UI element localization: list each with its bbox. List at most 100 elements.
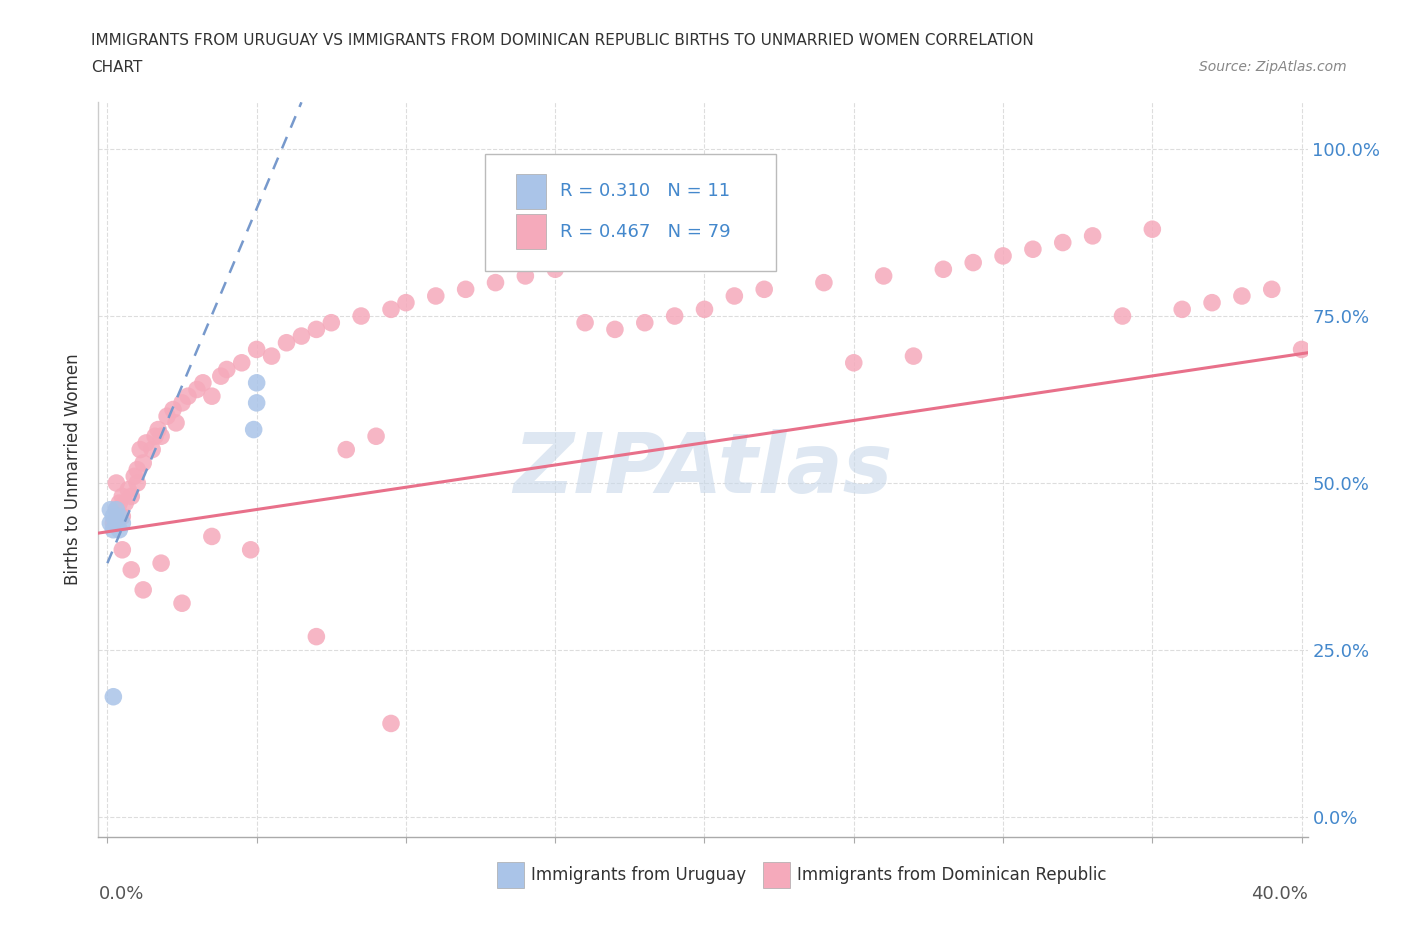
Point <box>103 689 125 704</box>
Text: ZIPAtlas: ZIPAtlas <box>513 429 893 511</box>
Point <box>117 483 139 498</box>
Point <box>111 509 134 524</box>
Point <box>305 630 328 644</box>
Bar <box>763 862 790 888</box>
Point <box>141 442 163 457</box>
Point <box>135 435 157 450</box>
Point <box>515 269 537 284</box>
Point <box>693 302 716 317</box>
Point <box>108 523 131 538</box>
Point <box>544 262 567 277</box>
Point <box>962 255 984 270</box>
Point <box>215 362 238 377</box>
Point <box>380 302 402 317</box>
Point <box>1291 342 1313 357</box>
Point <box>1022 242 1045 257</box>
Point <box>120 563 142 578</box>
Point <box>321 315 343 330</box>
Point <box>903 349 925 364</box>
Bar <box>498 862 524 888</box>
Point <box>111 542 134 557</box>
Point <box>242 422 264 437</box>
Text: IMMIGRANTS FROM URUGUAY VS IMMIGRANTS FROM DOMINICAN REPUBLIC BIRTHS TO UNMARRIE: IMMIGRANTS FROM URUGUAY VS IMMIGRANTS FR… <box>91 33 1035 47</box>
Point <box>932 262 955 277</box>
Point <box>723 288 745 303</box>
Bar <box>516 214 546 249</box>
Point <box>146 422 169 437</box>
Point <box>484 275 506 290</box>
Point <box>111 489 134 504</box>
Point <box>209 368 232 383</box>
Point <box>103 509 125 524</box>
Point <box>98 502 121 517</box>
Point <box>191 376 214 391</box>
Point <box>103 523 125 538</box>
Point <box>162 402 184 417</box>
Point <box>1230 288 1253 303</box>
Point <box>276 336 298 351</box>
Point <box>380 716 402 731</box>
Point <box>574 315 596 330</box>
Point <box>603 322 626 337</box>
Point <box>177 389 200 404</box>
Point <box>454 282 477 297</box>
Point <box>132 582 155 597</box>
Point <box>170 596 193 611</box>
Text: 40.0%: 40.0% <box>1251 884 1308 903</box>
Point <box>1111 309 1133 324</box>
FancyBboxPatch shape <box>485 153 776 272</box>
Point <box>127 475 149 490</box>
Point <box>364 429 387 444</box>
Point <box>239 542 262 557</box>
Point <box>122 469 145 484</box>
Point <box>111 515 134 530</box>
Point <box>335 442 357 457</box>
Point <box>246 395 269 410</box>
Point <box>156 409 179 424</box>
Bar <box>516 174 546 209</box>
Point <box>201 389 224 404</box>
Point <box>246 376 269 391</box>
Point <box>105 502 128 517</box>
Point <box>103 515 125 530</box>
Point <box>813 275 835 290</box>
Point <box>754 282 776 297</box>
Point <box>664 309 686 324</box>
Point <box>186 382 208 397</box>
Point <box>1081 229 1104 244</box>
Point <box>1142 221 1164 236</box>
Point <box>634 315 657 330</box>
Text: Source: ZipAtlas.com: Source: ZipAtlas.com <box>1199 60 1347 74</box>
Point <box>165 416 187 431</box>
Point <box>305 322 328 337</box>
Point <box>150 556 173 571</box>
Text: 0.0%: 0.0% <box>98 884 143 903</box>
Point <box>395 295 418 310</box>
Point <box>114 496 136 511</box>
Point <box>105 475 128 490</box>
Point <box>105 502 128 517</box>
Text: R = 0.467   N = 79: R = 0.467 N = 79 <box>561 222 731 241</box>
Point <box>1261 282 1284 297</box>
Point <box>98 515 121 530</box>
Text: Immigrants from Uruguay: Immigrants from Uruguay <box>531 866 747 884</box>
Point <box>1201 295 1223 310</box>
Text: Immigrants from Dominican Republic: Immigrants from Dominican Republic <box>797 866 1107 884</box>
Point <box>120 489 142 504</box>
Point <box>127 462 149 477</box>
Point <box>246 342 269 357</box>
Text: R = 0.310   N = 11: R = 0.310 N = 11 <box>561 182 731 200</box>
Y-axis label: Births to Unmarried Women: Births to Unmarried Women <box>65 353 83 586</box>
Point <box>132 456 155 471</box>
Point <box>143 429 166 444</box>
Text: CHART: CHART <box>91 60 143 75</box>
Point <box>350 309 373 324</box>
Point <box>150 429 173 444</box>
Point <box>1052 235 1074 250</box>
Point <box>108 509 131 524</box>
Point <box>170 395 193 410</box>
Point <box>260 349 283 364</box>
Point <box>872 269 894 284</box>
Point <box>991 248 1014 263</box>
Point <box>105 515 128 530</box>
